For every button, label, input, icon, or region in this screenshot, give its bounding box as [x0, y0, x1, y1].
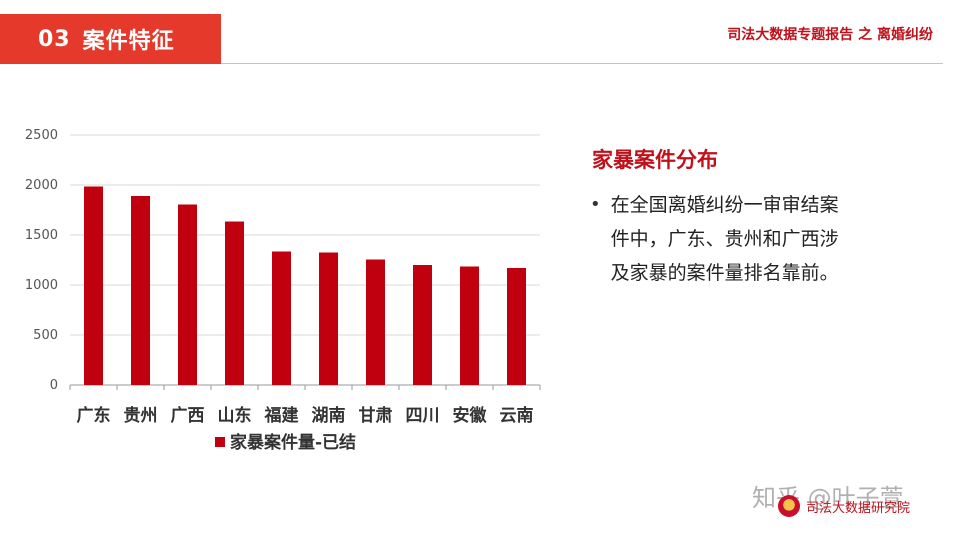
x-tick-label: 湖南 [312, 405, 346, 426]
y-tick-label: 2000 [25, 178, 58, 193]
x-tick-label: 四川 [406, 406, 440, 426]
x-tick-label: 广东 [77, 405, 111, 426]
x-tick-label: 山东 [218, 405, 252, 426]
bar-6 [319, 252, 338, 385]
bar-10 [507, 268, 526, 385]
legend-swatch [215, 437, 225, 447]
bar-layer [84, 186, 526, 385]
bar-7 [366, 259, 385, 385]
org-name: 司法大数据研究院 [806, 500, 911, 516]
bar-chart: 0 500 1000 1500 2000 2500 广东 贵州 广西 山东 福建 湖南 甘肃 四川 安徽 云南… [25, 128, 541, 453]
section-tag: 03 案件特征 [0, 14, 221, 64]
y-tick-label: 1500 [25, 228, 58, 243]
bar-9 [460, 266, 479, 385]
bullet-text: 在全国离婚纠纷一审审结案件中，广东、贵州和广西涉及家暴的案件量排名靠前。 [610, 194, 839, 284]
court-emblem-icon [778, 495, 800, 517]
y-tick-label: 2500 [25, 128, 58, 143]
chart-legend: 家暴案件量-已结 [215, 432, 356, 453]
bullet-point: • 在全国离婚纠纷一审审结案件中，广东、贵州和广西涉及家暴的案件量排名靠前。 [590, 188, 860, 290]
x-tick-label: 安徽 [453, 405, 488, 426]
x-tick-label: 广西 [171, 405, 205, 426]
section-number: 03 [38, 26, 71, 52]
y-tick-label: 1000 [25, 278, 58, 293]
panel-title: 家暴案件分布 [592, 148, 718, 172]
header-divider [221, 63, 943, 64]
watermark: 知乎 @叶子萱 [752, 484, 904, 512]
bullet-dot-icon: • [590, 194, 601, 215]
legend-label: 家暴案件量-已结 [230, 432, 356, 453]
bar-2 [131, 196, 150, 385]
x-tick-label: 贵州 [124, 405, 158, 426]
label-layer: 0 500 1000 1500 2000 2500 广东 贵州 广西 山东 福建 湖南 甘肃 四川 安徽 云南 [25, 128, 534, 426]
y-tick-label: 500 [33, 328, 58, 343]
section-title: 案件特征 [82, 29, 175, 54]
x-tick-label: 甘肃 [359, 405, 393, 426]
bar-3 [178, 204, 197, 385]
report-title: 司法大数据专题报告 之 离婚纠纷 [727, 27, 933, 43]
x-tick-label: 云南 [500, 405, 534, 426]
org-badge: 司法大数据研究院 [778, 495, 910, 517]
x-tick-label: 福建 [264, 405, 299, 426]
bar-5 [272, 251, 291, 385]
y-tick-label: 0 [50, 378, 58, 393]
bar-4 [225, 221, 244, 385]
bar-8 [413, 265, 432, 385]
axis-layer [69, 384, 541, 390]
bar-1 [84, 186, 103, 385]
